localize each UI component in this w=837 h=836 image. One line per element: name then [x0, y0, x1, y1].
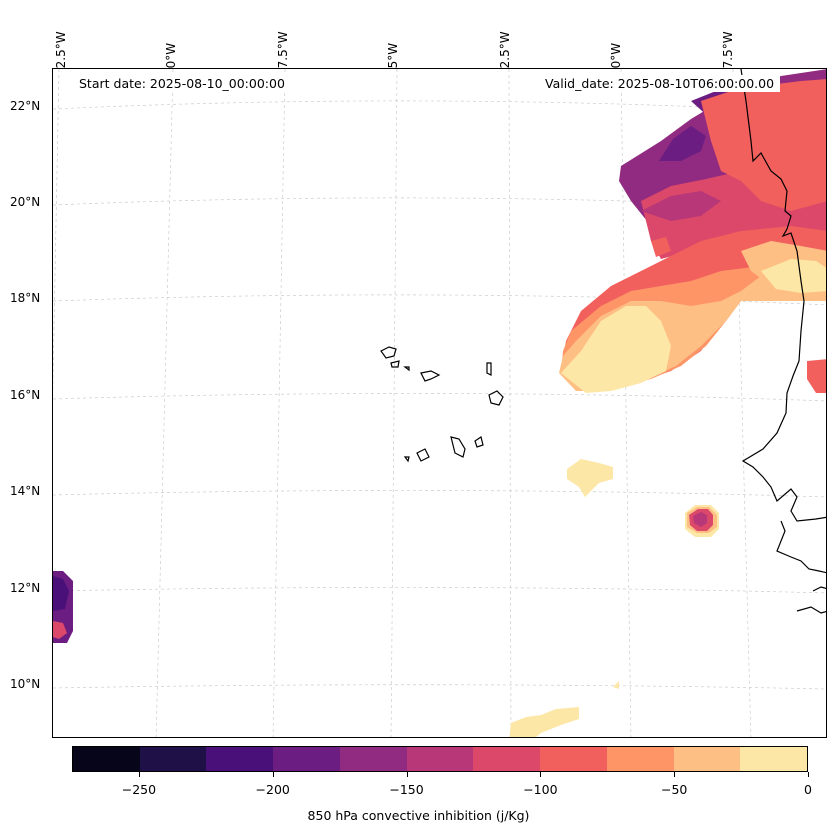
lat-label-10n: 10°N: [10, 677, 41, 691]
colorbar-tick-label: −100: [523, 782, 558, 797]
cape-verde-maio: [474, 436, 484, 448]
map-panel: [52, 68, 827, 738]
africa-coastline: [740, 69, 826, 614]
colorbar-tick-mark: [808, 772, 809, 777]
cin-patch-tiny: [613, 681, 619, 689]
colorbar-tick-label: 0: [804, 782, 812, 797]
colorbar-segment: [73, 747, 140, 771]
cape-verde-fogo: [416, 448, 430, 462]
colorbar: [72, 746, 808, 772]
lat-label-18n: 18°N: [10, 291, 41, 305]
colorbar-segment: [740, 747, 808, 771]
cape-verde-santiago: [450, 436, 466, 458]
colorbar-segment: [206, 747, 274, 771]
colorbar-tick-label: −250: [121, 782, 157, 797]
colorbar-segment: [139, 747, 207, 771]
cape-verde-sao-nicolau: [420, 370, 441, 382]
cape-verde-brava: [403, 456, 410, 463]
lat-label-12n: 12°N: [10, 581, 41, 595]
colorbar-tick-label: −200: [255, 782, 290, 797]
lat-label-14n: 14°N: [10, 484, 41, 498]
lat-label-16n: 16°N: [10, 388, 41, 402]
colorbar-tick-mark: [272, 772, 274, 777]
cape-verde-sao-vicente: [390, 360, 400, 368]
coastlines: [380, 69, 826, 614]
valid-date-label: Valid_date: 2025-08-10T06:00:00.00: [539, 75, 781, 92]
colorbar-tick-mark: [674, 772, 676, 777]
colorbar-segment: [406, 747, 474, 771]
map-canvas: [53, 69, 826, 737]
cin-patch-13-5n: [685, 505, 719, 537]
lat-label-20n: 20°N: [10, 195, 41, 209]
start-date-label: Start date: 2025-08-10_00:00:00: [73, 75, 291, 92]
cape-verde-santo-antao: [380, 346, 397, 359]
colorbar-tick-mark: [540, 772, 542, 777]
graticule: [53, 69, 826, 737]
colorbar-tick-label: −150: [389, 782, 424, 797]
colorbar-segment: [273, 747, 340, 771]
cape-verde-sal: [486, 362, 492, 376]
colorbar-segment: [339, 747, 407, 771]
colorbar-segment: [606, 747, 674, 771]
cin-patch-south: [509, 707, 579, 737]
cape-verde-boa-vista: [488, 390, 504, 406]
cin-field-northeast: [559, 69, 826, 393]
cin-patch-west-12n: [53, 571, 73, 643]
colorbar-tick-mark: [138, 772, 140, 777]
colorbar-segment: [673, 747, 741, 771]
lat-label-22n: 22°N: [10, 99, 41, 113]
colorbar-tick-label: −50: [660, 782, 688, 797]
cin-patch-14n: [567, 459, 613, 497]
colorbar-label: 850 hPa convective inhibition (j/Kg): [307, 808, 530, 823]
colorbar-segment: [540, 747, 607, 771]
cape-verde-santa-luzia: [403, 366, 410, 372]
colorbar-segment: [473, 747, 541, 771]
colorbar-tick-mark: [406, 772, 408, 777]
